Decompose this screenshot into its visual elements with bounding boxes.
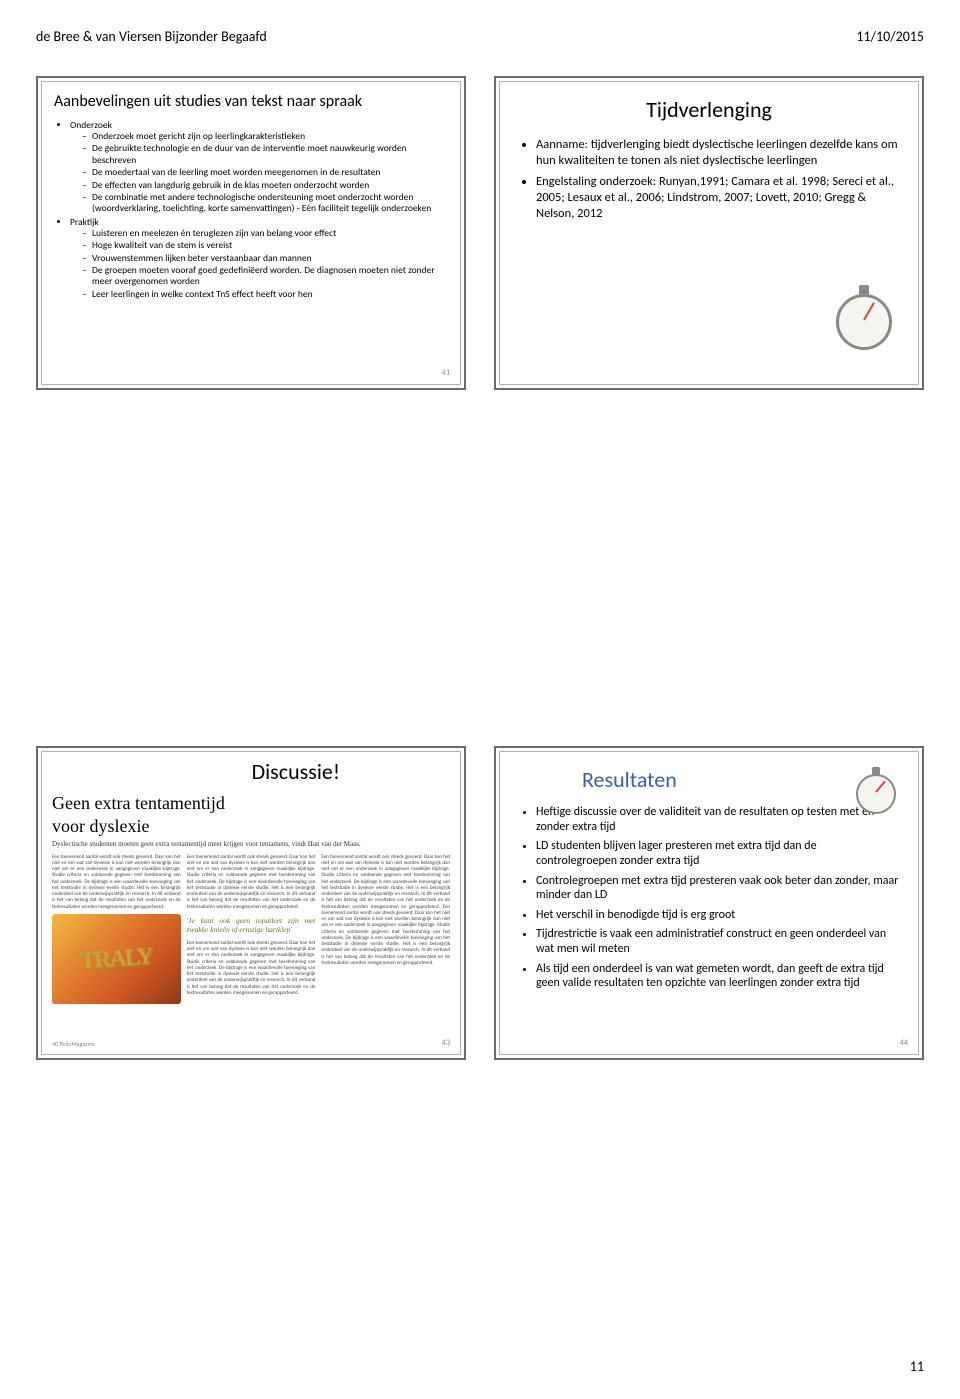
list-item: De combinatie met andere technologische … (82, 192, 448, 215)
list-item: Het verschil in benodigde tijd is erg gr… (536, 908, 900, 923)
list-item: Tijdrestrictie is vaak een administratie… (536, 927, 900, 956)
article-filler: Een toenemend aantal wordt ook steeds ge… (321, 904, 450, 966)
slide4-list: Heftige discussie over de validiteit van… (518, 805, 900, 991)
list-item: Vrouwenstemmen lijken beter verstaanbaar… (82, 253, 448, 264)
list-item: Als tijd een onderdeel is van wat gemete… (536, 962, 900, 991)
article-filler: Een toenemend aantal wordt ook steeds ge… (187, 940, 316, 996)
article-col-1: Een toenemend aantal wordt ook steeds ge… (52, 854, 181, 1004)
article-headline-1: Geen extra tentamentijd (52, 794, 450, 814)
slide-resultaten-inner: Resultaten Heftige discussie over de val… (499, 751, 919, 1055)
list-item: Hoge kwaliteit van de stem is vereist (82, 240, 448, 251)
article-col-3: Een toenemend aantal wordt ook steeds ge… (321, 854, 450, 1004)
list-item: De gebruikte technologie en de duur van … (82, 143, 448, 166)
list-item: Aanname: tijdverlenging biedt dyslectisc… (536, 137, 900, 168)
stopwatch-icon (830, 282, 898, 350)
slide-recommendations: Aanbevelingen uit studies van tekst naar… (36, 76, 466, 390)
slide2-list: Aanname: tijdverlenging biedt dyslectisc… (518, 137, 900, 221)
slide-tijdverlenging: Tijdverlenging Aanname: tijdverlenging b… (494, 76, 924, 390)
slide3-pagenum: 43 (442, 1038, 450, 1048)
article-col-2: Een toenemend aantal wordt ook steeds ge… (187, 854, 316, 1004)
list-item: Engelstaling onderzoek: Runyan,1991; Cam… (536, 174, 900, 221)
slide1-section-onderzoek: Onderzoek Onderzoek moet gericht zijn op… (70, 119, 448, 215)
page-header-left: de Bree & van Viersen Bijzonder Begaafd (36, 28, 267, 45)
slide-discussie: Discussie! Geen extra tentamentijd voor … (36, 746, 466, 1060)
slide-recommendations-inner: Aanbevelingen uit studies van tekst naar… (41, 81, 461, 385)
list-item: De effecten van langdurig gebruik in de … (82, 180, 448, 191)
slide3-title: Discussie! (252, 758, 340, 785)
list-item: Heftige discussie over de validiteit van… (536, 805, 900, 834)
article-subhead: Dyslectische studenten moeten geen extra… (52, 840, 450, 848)
list-item: Onderzoek moet gericht zijn op leerlingk… (82, 131, 448, 142)
slide1-pagenum: 41 (442, 368, 450, 378)
article-clipping: Geen extra tentamentijd voor dyslexie Dy… (52, 794, 450, 1044)
slide-tijdverlenging-inner: Tijdverlenging Aanname: tijdverlenging b… (499, 81, 919, 385)
footer-page-number: 11 (910, 1358, 924, 1375)
article-quote: 'Je kunt ook geen topatleet zijn met zwa… (187, 916, 316, 934)
section-label: Praktijk (70, 216, 99, 228)
slide1-list: Onderzoek Onderzoek moet gericht zijn op… (54, 119, 448, 300)
slide2-title: Tijdverlenging (518, 96, 900, 123)
page-header-right: 11/10/2015 (856, 28, 924, 45)
slide4-pagenum: 44 (900, 1038, 908, 1048)
list-item: Luisteren en meelezen én teruglezen zijn… (82, 228, 448, 239)
stopwatch-icon (852, 766, 900, 814)
article-filler: Een toenemend aantal wordt ook steeds ge… (321, 854, 450, 910)
list-item: LD studenten blijven lager presteren met… (536, 839, 900, 868)
slide3-pageleft: 40 PolioMagazine (52, 1040, 95, 1048)
article-filler: Een toenemend aantal wordt ook steeds ge… (52, 854, 181, 910)
article-image: TRALY (52, 914, 181, 1004)
slide1-title: Aanbevelingen uit studies van tekst naar… (54, 92, 448, 111)
article-filler: Een toenemend aantal wordt ook steeds ge… (187, 854, 316, 910)
list-item: De moedertaal van de leerling moet worde… (82, 167, 448, 178)
slide-discussie-inner: Discussie! Geen extra tentamentijd voor … (41, 751, 461, 1055)
article-headline-2: voor dyslexie (52, 817, 450, 837)
slide-resultaten: Resultaten Heftige discussie over de val… (494, 746, 924, 1060)
list-item: Controlegroepen met extra tijd presteren… (536, 874, 900, 903)
list-item: De groepen moeten vooraf goed gedefiniëe… (82, 265, 448, 288)
list-item: Leer leerlingen in welke context TnS eff… (82, 289, 448, 300)
slide1-section-praktijk: Praktijk Luisteren en meelezen én terugl… (70, 216, 448, 300)
